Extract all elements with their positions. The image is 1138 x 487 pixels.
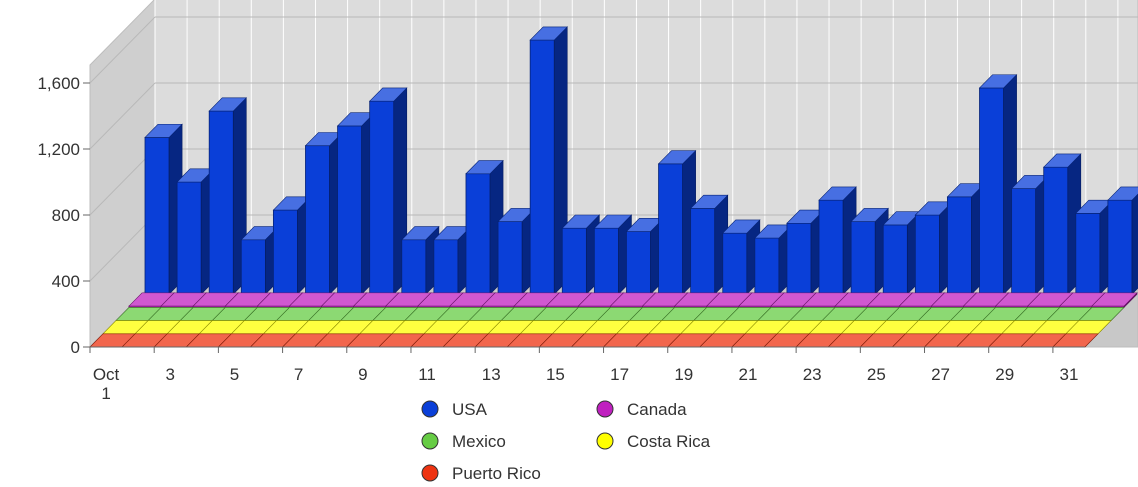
usa-bar-front — [1011, 188, 1037, 295]
x-tick-label: 23 — [803, 365, 822, 384]
usa-bar-top — [593, 214, 633, 229]
x-tick-label: 19 — [674, 365, 693, 384]
usa-bar-front — [529, 39, 555, 295]
usa-bar-front — [1107, 199, 1133, 295]
usa-bar-front — [593, 227, 619, 295]
y-tick-label: 1,600 — [37, 74, 80, 93]
usa-bar-front — [786, 222, 812, 295]
y-axis: 0 400 800 1,200 1,600 — [37, 74, 90, 357]
legend-label: Puerto Rico — [452, 464, 541, 483]
usa-bar-front — [979, 87, 1005, 295]
x-tick-label: 11 — [418, 365, 436, 384]
usa-bar-top — [465, 160, 504, 175]
x-tick-label: 21 — [739, 365, 758, 384]
usa-bar-front — [144, 137, 170, 295]
x-tick-label: 13 — [482, 365, 501, 384]
legend-swatch — [421, 464, 439, 482]
usa-bar-front — [850, 221, 876, 295]
x-tick-label: 7 — [294, 365, 303, 384]
legend-item: Canada — [596, 400, 687, 419]
legend-label: Mexico — [452, 432, 506, 451]
y-tick-label: 0 — [71, 338, 80, 357]
x-tick-label: 15 — [546, 365, 565, 384]
usa-bar-front — [882, 224, 908, 295]
usa-bar-front — [369, 100, 395, 295]
usa-bar-top — [401, 226, 440, 241]
usa-bar-front — [561, 227, 587, 295]
usa-bar-front — [1043, 166, 1069, 295]
strip-canada-top — [1091, 292, 1138, 307]
x-tick-label: Oct 1 — [93, 365, 120, 403]
side-gridline — [89, 16, 156, 84]
usa-bar-front — [465, 173, 491, 295]
usa-bar-top — [144, 123, 183, 138]
usa-bar-top — [689, 194, 729, 209]
legend-item: Puerto Rico — [421, 464, 541, 483]
usa-bar-side — [1131, 193, 1138, 295]
usa-bar-top — [368, 87, 408, 102]
legend-swatch — [421, 432, 439, 450]
usa-bar-front — [433, 239, 459, 295]
usa-bar-front — [914, 214, 940, 295]
side-gridline — [89, 214, 156, 282]
usa-bar-top — [850, 208, 889, 222]
usa-bar-front — [240, 239, 266, 295]
side-gridline — [89, 82, 156, 150]
legend: USA Canada Mexico Costa Rica Puerto Rico — [421, 400, 711, 483]
usa-bar-front — [272, 209, 298, 295]
usa-bar-top — [208, 97, 248, 112]
legend-label: USA — [452, 400, 488, 419]
usa-bar-front — [818, 199, 844, 295]
usa-bar-front — [658, 163, 684, 295]
side-gridline — [89, 148, 156, 216]
usa-bar-front — [208, 110, 234, 295]
legend-swatch — [421, 400, 439, 418]
usa-bar-front — [401, 239, 427, 295]
usa-bar-front — [305, 145, 330, 295]
x-tick-label: 31 — [1059, 365, 1078, 384]
usa-bar-front — [497, 221, 523, 295]
usa-bar-top — [529, 26, 568, 41]
x-tick-label: 17 — [610, 365, 629, 384]
usa-bar-front — [690, 207, 716, 295]
x-tick-label: 3 — [166, 365, 175, 384]
usa-bar-front — [754, 237, 780, 295]
x-axis: Oct 1 3 5 7 9 11 13 15 17 19 21 23 25 27 29 31 — [89, 346, 1085, 403]
x-tick-label: 9 — [358, 365, 367, 384]
x-tick-label: 27 — [931, 365, 950, 384]
legend-swatch — [596, 432, 614, 450]
usa-bar-top — [561, 214, 601, 229]
legend-item: USA — [421, 400, 488, 419]
y-tick-label: 1,200 — [37, 140, 80, 159]
legend-item: Mexico — [421, 432, 506, 451]
usa-bar-front — [626, 231, 651, 295]
x-tick-label: 5 — [230, 365, 239, 384]
usa-bar-front — [176, 181, 202, 295]
usa-bar-top — [722, 219, 761, 234]
x-tick-label: 29 — [995, 365, 1014, 384]
usa-bar-top — [1042, 153, 1082, 168]
usa-bar-front — [1075, 212, 1101, 295]
usa-bar-front — [947, 196, 972, 295]
x-tick-label: 25 — [867, 365, 886, 384]
legend-label: Canada — [627, 400, 687, 419]
y-tick-label: 400 — [52, 272, 80, 291]
usa-bar-top — [657, 150, 697, 165]
legend-item: Costa Rica — [596, 432, 711, 451]
usa-bars — [144, 26, 1138, 295]
usa-bar-front — [337, 125, 363, 295]
legend-swatch — [596, 400, 614, 418]
usa-bar-top — [1107, 186, 1138, 201]
usa-bar-top — [818, 186, 857, 201]
legend-label: Costa Rica — [627, 432, 711, 451]
y-tick-label: 800 — [52, 206, 80, 225]
usa-bar-top — [978, 74, 1018, 89]
usa-bar-front — [722, 232, 748, 295]
floor-strips — [89, 292, 1138, 348]
